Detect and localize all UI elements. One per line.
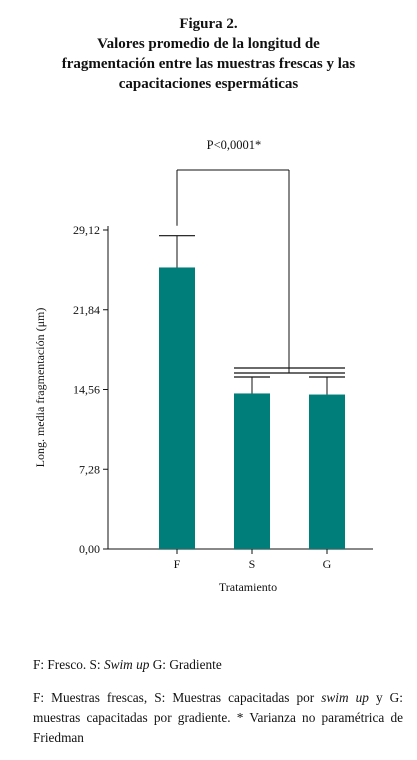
y-tick-label: 7,28: [79, 462, 100, 476]
y-tick-label: 0,00: [79, 542, 100, 556]
x-tick-label-s: S: [249, 557, 256, 571]
footnote-1-italic: Swim up: [103, 657, 150, 672]
x-tick-label-g: G: [323, 557, 332, 571]
footnote-2-italic: swim up: [321, 690, 369, 705]
figure-title-line-1: Valores promedio de la longitud de: [97, 36, 320, 52]
figure-title-line-3: capacitaciones espermáticas: [118, 76, 299, 92]
y-axis-title: Long. media fragmentación (μm): [33, 308, 47, 468]
y-tick-label: 29,12: [73, 223, 100, 237]
figure-number: Figura 2.: [179, 16, 238, 32]
figure-title-line-2: fragmentación entre las muestras frescas…: [61, 56, 356, 72]
y-tick-label: 14,56: [73, 383, 100, 397]
x-axis-title: Tratamiento: [219, 580, 277, 594]
x-tick-label-f: F: [174, 557, 181, 571]
bar-f: [159, 267, 195, 549]
footnote-1-suffix: G: Gradiente: [149, 657, 222, 672]
bar-g: [309, 394, 345, 549]
bar-s: [234, 393, 270, 549]
y-tick-label: 21,84: [73, 303, 100, 317]
significance-label: P<0,0001*: [207, 138, 262, 152]
bar-chart: 0,00 7,28 14,56 21,84 29,12 F S G P<0,0001* Trata…: [33, 138, 373, 594]
footnote-1-prefix: F: Fresco. S:: [33, 657, 104, 672]
footnote-abbreviations: F: Fresco. S: Swim up G: Gradiente: [33, 655, 403, 675]
footnote-2-prefix: F: Muestras frescas, S: Muestras capacit…: [33, 690, 322, 705]
figure-title: Figura 2. Valores promedio de la longitu…: [0, 14, 417, 94]
footnote-2-suffix: y G: muestras capacitadas por gradiente.…: [33, 690, 403, 745]
footnote-description: F: Muestras frescas, S: Muestras capacit…: [33, 688, 403, 748]
